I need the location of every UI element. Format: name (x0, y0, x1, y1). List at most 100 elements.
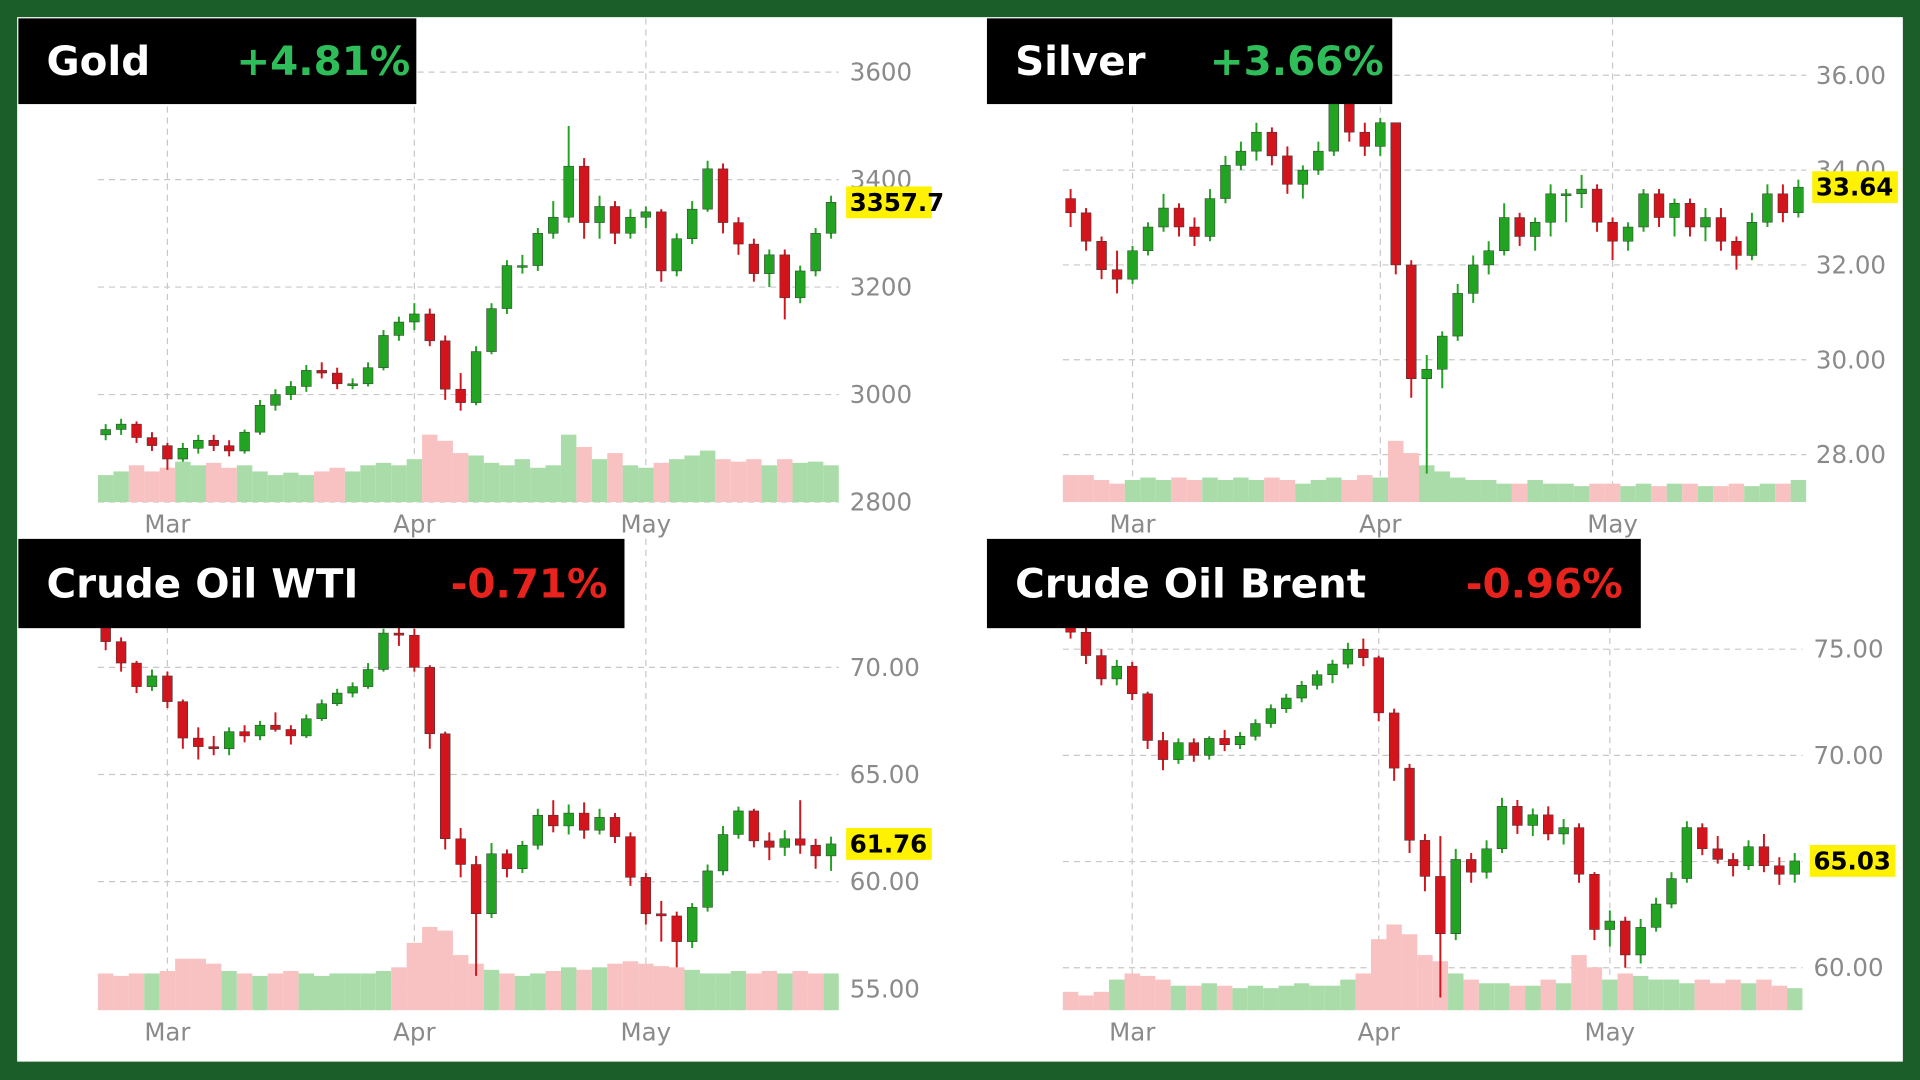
candle-body (347, 686, 358, 694)
volume-bar (777, 973, 793, 1011)
volume-bar (1651, 486, 1667, 503)
volume-bar (1496, 483, 1512, 503)
candle-body (1204, 198, 1216, 237)
volume-bar (1480, 480, 1497, 503)
volume-bar (437, 440, 453, 503)
candle-body (331, 372, 343, 385)
x-tick-label: Mar (1109, 510, 1156, 539)
candle-body (316, 703, 327, 720)
volume-bar (514, 975, 531, 1011)
candle-body (640, 877, 652, 915)
candle-body (424, 667, 435, 735)
candle-body (1220, 165, 1231, 199)
y-tick-label: 3200 (850, 273, 912, 302)
candle-body (671, 915, 682, 942)
candle-body (362, 669, 374, 687)
volume-bar (406, 942, 423, 1011)
volume-bar (1357, 475, 1373, 503)
y-tick-label: 2800 (850, 488, 912, 517)
candle-body (1127, 665, 1138, 695)
volume-bar (1247, 985, 1264, 1011)
volume-bar (422, 926, 438, 1011)
candle-body (563, 812, 574, 827)
volume-bar (560, 434, 577, 503)
volume-bar (1232, 988, 1248, 1011)
volume-bar (360, 973, 376, 1011)
volume-bar (1509, 985, 1526, 1011)
volume-bar (267, 475, 284, 503)
candle-body (656, 211, 667, 272)
volume-bar (1124, 480, 1141, 503)
x-tick-label: May (1585, 1018, 1636, 1047)
volume-bar (1201, 983, 1217, 1011)
volume-bar (1635, 483, 1652, 503)
volume-bar (1216, 985, 1233, 1011)
volume-bar (283, 971, 299, 1011)
volume-bar (468, 963, 484, 1011)
volume-bar (1604, 483, 1621, 503)
y-tick-label: 30.00 (1816, 345, 1886, 374)
last-price-label: 3357.7 (850, 188, 944, 217)
volume-bar (1263, 988, 1279, 1011)
volume-bar (175, 461, 191, 503)
candle-body (1607, 222, 1618, 242)
candle-body (1111, 269, 1123, 280)
candle-body (1204, 738, 1215, 756)
volume-bar (638, 963, 654, 1011)
candle-body (193, 439, 204, 449)
y-tick-label: 70.00 (850, 653, 920, 682)
candle-body (1142, 693, 1153, 741)
candle-body (548, 814, 559, 827)
volume-bar (329, 467, 345, 503)
candle-body (301, 718, 312, 737)
volume-bar (1403, 453, 1420, 503)
volume-bar (128, 465, 145, 503)
candle-body (1111, 665, 1122, 680)
volume-bar (1478, 983, 1495, 1011)
volume-bar (746, 459, 762, 503)
candle-body (470, 351, 482, 403)
candle-body (1727, 859, 1739, 867)
volume-bar (329, 973, 345, 1011)
candle-body (1529, 222, 1541, 237)
volume-bar (730, 461, 747, 503)
candle-body (1219, 738, 1230, 746)
volume-bar (1771, 985, 1788, 1011)
candle-body (1096, 655, 1107, 680)
candle-body (1743, 846, 1754, 867)
volume-bar (1186, 985, 1202, 1011)
volume-bar (1386, 924, 1402, 1011)
candle-body (810, 233, 821, 272)
x-tick-label: Mar (1109, 1018, 1156, 1047)
volume-bar (159, 467, 176, 503)
volume-bar (638, 467, 654, 503)
volume-bar (1309, 985, 1325, 1011)
volume-bar (1725, 979, 1741, 1011)
candle-body (1065, 198, 1076, 214)
candle-body (779, 838, 790, 848)
candle-body (640, 211, 652, 218)
candle-body (1142, 226, 1154, 251)
volume-bar (375, 462, 392, 503)
chart-title: Crude Oil WTI (47, 559, 359, 607)
candle-body (1560, 193, 1572, 196)
volume-bar (144, 471, 160, 503)
volume-bar (1679, 983, 1695, 1011)
candle-body (1512, 806, 1523, 826)
volume-bar (252, 975, 268, 1011)
candle-body (1373, 657, 1384, 714)
volume-bar (452, 453, 469, 503)
volume-bar (113, 975, 129, 1011)
y-tick-label: 70.00 (1813, 741, 1883, 770)
chart-title: Gold (47, 37, 151, 85)
candle-body (455, 388, 466, 403)
x-tick-label: Apr (1359, 510, 1402, 539)
candle-body (1622, 226, 1634, 242)
volume-bar (236, 465, 253, 503)
candle-body (825, 202, 837, 234)
volume-bar (1494, 983, 1510, 1011)
candle-body (1250, 723, 1261, 737)
candle-body (594, 206, 605, 223)
volume-bar (1248, 480, 1265, 503)
volume-bar (807, 461, 824, 503)
